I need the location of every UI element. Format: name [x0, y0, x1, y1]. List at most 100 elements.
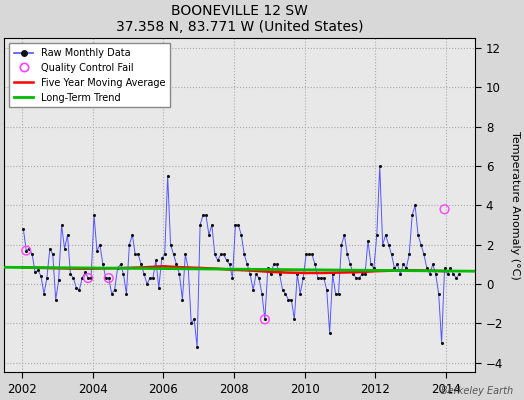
Point: [199, 212, 207, 218]
Point: [116, 261, 125, 268]
Point: [28, 251, 36, 258]
Point: [137, 261, 145, 268]
Point: [396, 271, 405, 277]
Point: [281, 291, 290, 297]
Point: [334, 291, 343, 297]
Point: [264, 265, 272, 272]
Point: [42, 275, 51, 281]
Point: [208, 222, 216, 228]
Point: [434, 291, 443, 297]
Point: [228, 275, 237, 281]
Point: [216, 251, 225, 258]
Point: [276, 271, 284, 277]
Point: [22, 247, 30, 254]
Point: [346, 261, 355, 268]
Point: [78, 275, 86, 281]
Point: [131, 251, 139, 258]
Point: [105, 275, 113, 281]
Point: [155, 285, 163, 291]
Point: [255, 275, 263, 281]
Point: [119, 271, 128, 277]
Point: [184, 265, 192, 272]
Point: [358, 271, 366, 277]
Point: [408, 212, 417, 218]
Point: [31, 269, 39, 275]
Point: [393, 261, 401, 268]
Point: [172, 261, 181, 268]
Point: [385, 242, 393, 248]
Point: [260, 316, 269, 322]
Point: [455, 271, 464, 277]
Point: [151, 257, 160, 264]
Point: [296, 291, 304, 297]
Point: [175, 271, 183, 277]
Point: [87, 275, 95, 281]
Point: [99, 261, 107, 268]
Title: BOONEVILLE 12 SW
37.358 N, 83.771 W (United States): BOONEVILLE 12 SW 37.358 N, 83.771 W (Uni…: [116, 4, 364, 34]
Point: [260, 316, 269, 322]
Point: [272, 261, 281, 268]
Point: [60, 246, 69, 252]
Point: [81, 269, 90, 275]
Point: [369, 265, 378, 272]
Point: [63, 232, 72, 238]
Point: [449, 271, 457, 277]
Point: [411, 202, 419, 208]
Point: [111, 287, 119, 293]
Text: Berkeley Earth: Berkeley Earth: [441, 386, 514, 396]
Point: [125, 242, 134, 248]
Point: [205, 232, 213, 238]
Point: [90, 212, 98, 218]
Point: [246, 271, 254, 277]
Point: [432, 271, 440, 277]
Point: [128, 232, 136, 238]
Point: [140, 271, 148, 277]
Point: [84, 275, 92, 281]
Point: [267, 271, 275, 277]
Point: [302, 251, 310, 258]
Point: [446, 265, 455, 272]
Point: [349, 271, 357, 277]
Point: [196, 222, 204, 228]
Point: [414, 232, 422, 238]
Point: [269, 261, 278, 268]
Point: [167, 242, 175, 248]
Point: [381, 232, 390, 238]
Point: [420, 251, 428, 258]
Point: [231, 222, 239, 228]
Point: [308, 251, 316, 258]
Point: [181, 251, 190, 258]
Point: [46, 246, 54, 252]
Point: [190, 316, 199, 322]
Point: [314, 275, 322, 281]
Point: [222, 257, 231, 264]
Point: [113, 265, 122, 272]
Point: [340, 232, 348, 238]
Point: [287, 296, 296, 303]
Point: [34, 267, 42, 274]
Point: [320, 275, 328, 281]
Point: [399, 261, 408, 268]
Point: [373, 232, 381, 238]
Point: [72, 285, 81, 291]
Point: [243, 261, 252, 268]
Point: [158, 255, 166, 262]
Point: [187, 320, 195, 326]
Point: [211, 251, 219, 258]
Point: [284, 296, 292, 303]
Point: [134, 251, 143, 258]
Point: [75, 287, 83, 293]
Point: [249, 287, 257, 293]
Point: [220, 251, 228, 258]
Point: [355, 275, 363, 281]
Point: [102, 275, 110, 281]
Point: [402, 265, 410, 272]
Point: [178, 296, 187, 303]
Point: [452, 275, 461, 281]
Point: [367, 261, 375, 268]
Point: [331, 291, 340, 297]
Point: [258, 291, 266, 297]
Point: [22, 247, 30, 254]
Point: [237, 232, 245, 238]
Point: [387, 251, 396, 258]
